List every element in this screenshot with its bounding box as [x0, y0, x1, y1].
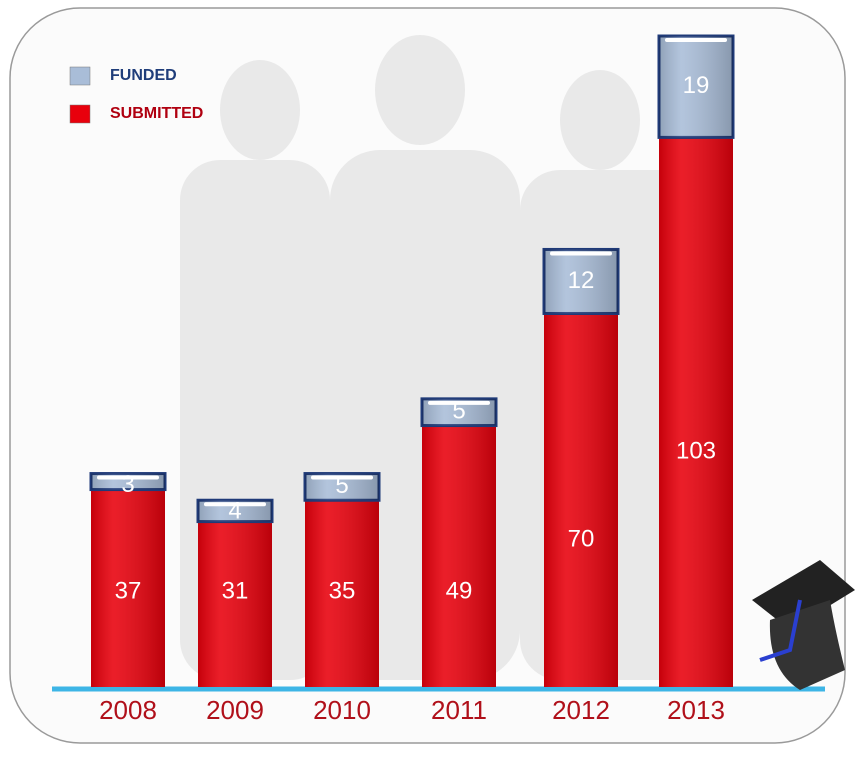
bar-shade [422, 425, 496, 687]
graduation-cap [752, 560, 855, 690]
data-label: 35 [329, 577, 356, 604]
bar-shade [91, 489, 165, 687]
bar-shade [305, 500, 379, 687]
data-label: 103 [676, 438, 716, 465]
bar-highlight [204, 502, 266, 507]
x-tick-label: 2008 [99, 695, 157, 725]
bar-highlight [550, 251, 612, 256]
legend-label: SUBMITTED [110, 105, 203, 122]
data-label: 70 [568, 526, 595, 553]
legend-label: FUNDED [110, 67, 177, 84]
data-label: 37 [115, 577, 142, 604]
bar-highlight [428, 400, 490, 405]
bar-highlight [311, 475, 373, 480]
bar-shade [659, 137, 733, 688]
x-tick-label: 2012 [552, 695, 610, 725]
data-label: 49 [446, 577, 473, 604]
data-label: 31 [222, 577, 249, 604]
x-tick-label: 2009 [206, 695, 264, 725]
bar-highlight [97, 475, 159, 480]
x-tick-label: 2013 [667, 695, 725, 725]
bar-highlight [665, 38, 727, 43]
data-label: 4 [228, 498, 241, 525]
bar-shade [544, 249, 618, 314]
x-tick-label: 2010 [313, 695, 371, 725]
data-label: 12 [568, 267, 595, 294]
legend-swatch [69, 66, 91, 86]
x-tick-label: 2011 [431, 695, 487, 725]
data-label: 19 [683, 72, 710, 99]
data-label: 3 [121, 471, 134, 498]
bar-shade [659, 36, 733, 138]
bar-shade [198, 521, 272, 687]
legend-swatch [69, 104, 91, 124]
bar-shade [544, 313, 618, 687]
